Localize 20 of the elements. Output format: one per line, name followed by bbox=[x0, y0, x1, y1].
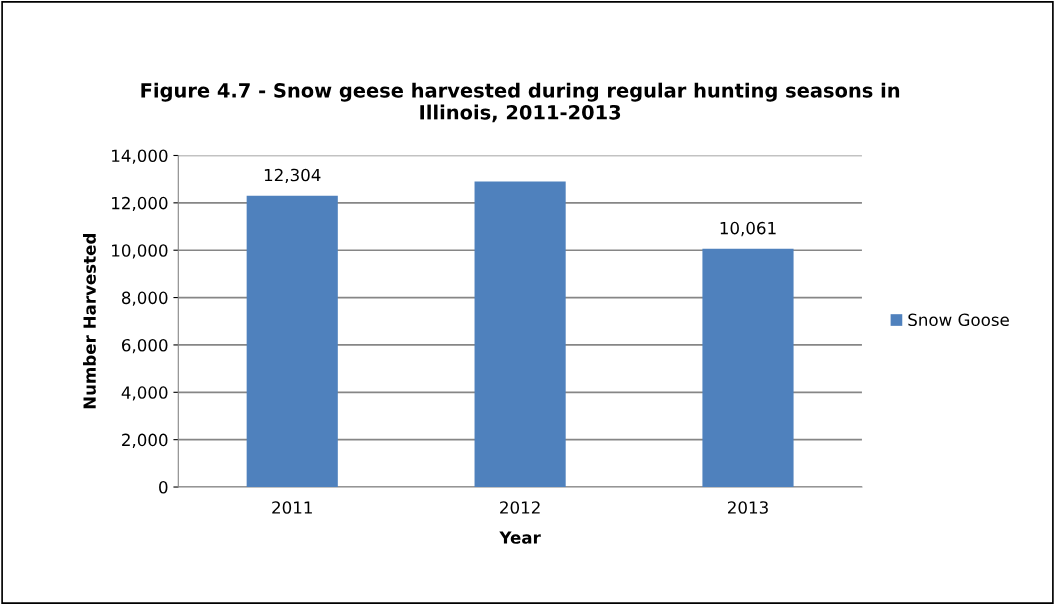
bar bbox=[474, 181, 566, 488]
x-tick-label: 2013 bbox=[728, 501, 768, 514]
data-label: 12,304 bbox=[264, 168, 321, 184]
x-axis-title: Year bbox=[499, 531, 541, 544]
y-tick-label: 6,000 bbox=[122, 338, 168, 354]
y-tick-label: 14,000 bbox=[112, 149, 168, 164]
chart-title: Figure 4.7 - Snow geese harvested during regular hunting seasons in Illinois, 2011-2013 bbox=[141, 82, 900, 123]
bar bbox=[702, 248, 794, 488]
legend-label: Snow Goose bbox=[908, 313, 1009, 327]
y-tick-label: 10,000 bbox=[112, 244, 168, 259]
y-tick-label: 4,000 bbox=[121, 386, 168, 401]
y-tick-label: 8,000 bbox=[121, 291, 168, 306]
data-label: 10,061 bbox=[720, 221, 776, 237]
y-tick-label: 2,000 bbox=[122, 433, 168, 448]
y-axis-title: Number Harvested bbox=[83, 234, 96, 409]
bar bbox=[246, 195, 338, 488]
y-tick-label: 0 bbox=[159, 480, 168, 494]
y-tick-label: 12,000 bbox=[112, 196, 168, 212]
x-tick-label: 2011 bbox=[272, 501, 312, 514]
x-tick-label: 2012 bbox=[500, 501, 540, 514]
